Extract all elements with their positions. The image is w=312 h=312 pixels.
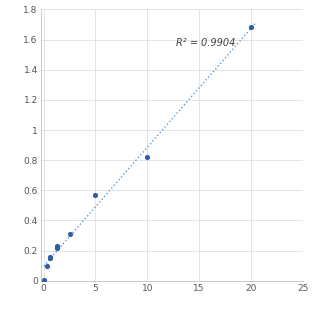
Text: R² = 0.9904: R² = 0.9904 [176, 37, 236, 47]
Point [93, 192, 98, 197]
Point [145, 155, 150, 160]
Point [41, 278, 46, 283]
Point [67, 232, 72, 236]
Point [48, 254, 53, 259]
Point [44, 263, 49, 268]
Point [248, 25, 253, 30]
Point [54, 245, 59, 250]
Point [48, 256, 53, 261]
Point [54, 244, 59, 249]
